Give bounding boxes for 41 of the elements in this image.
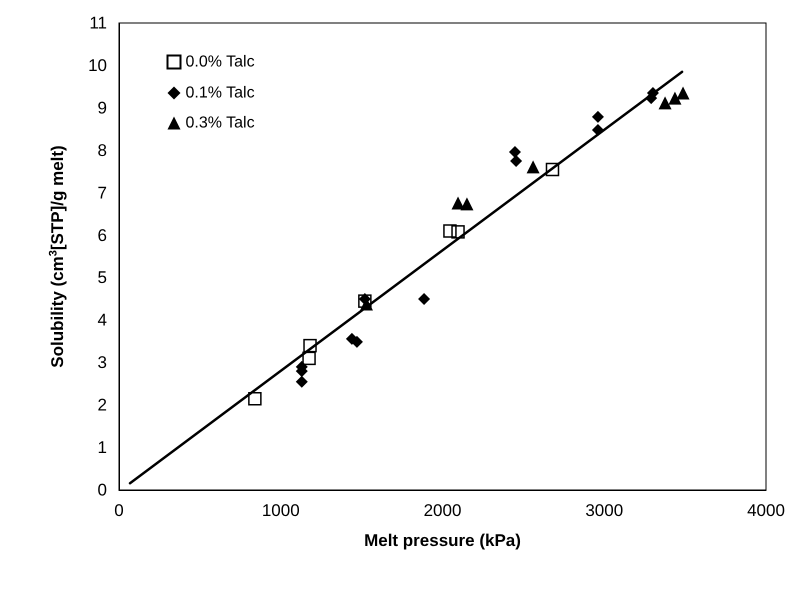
- y-tick-label: 2: [98, 396, 107, 415]
- point: [460, 197, 474, 210]
- point: [358, 294, 372, 308]
- y-axis-title: Solubility (cm3[STP]/g melt): [48, 145, 67, 368]
- y-tick-label: 4: [98, 310, 107, 330]
- legend-label: 0.3% Talc: [186, 114, 255, 132]
- y-tick-label: 1: [98, 438, 107, 458]
- y-tick-label: 6: [98, 226, 107, 245]
- legend-label: 0.1% Talc: [186, 84, 255, 102]
- x-axis-title: Melt pressure (kPa): [364, 531, 521, 550]
- point: [592, 110, 604, 123]
- x-tick-label: 4000: [747, 501, 785, 520]
- point: [526, 160, 540, 174]
- point: [248, 392, 262, 406]
- x-tick-label: 3000: [585, 501, 624, 520]
- y-tick-label: 9: [98, 98, 107, 118]
- x-tick-label: 0: [114, 501, 124, 520]
- y-tick-label: 5: [98, 268, 107, 288]
- point: [303, 338, 317, 352]
- point: [676, 86, 690, 100]
- point: [510, 154, 522, 167]
- y-tick-label: 0: [98, 480, 107, 500]
- legend-label: 0.0% Talc: [186, 54, 255, 70]
- point: [592, 124, 604, 136]
- point: [451, 225, 465, 239]
- y-tick-label: 10: [88, 56, 107, 75]
- point: [418, 292, 430, 305]
- y-tick-label: 7: [98, 183, 107, 202]
- point: [302, 352, 316, 366]
- point: [452, 196, 465, 210]
- x-tick-label: 1000: [262, 501, 300, 520]
- point: [508, 146, 521, 158]
- point: [296, 376, 308, 388]
- y-tick-label: 8: [98, 140, 107, 160]
- point: [668, 92, 682, 105]
- point: [658, 96, 672, 110]
- point: [546, 162, 560, 176]
- point: [443, 224, 457, 238]
- x-tick-label: 2000: [424, 501, 462, 520]
- y-tick-label: 3: [98, 353, 107, 372]
- y-tick-label: 11: [89, 14, 107, 32]
